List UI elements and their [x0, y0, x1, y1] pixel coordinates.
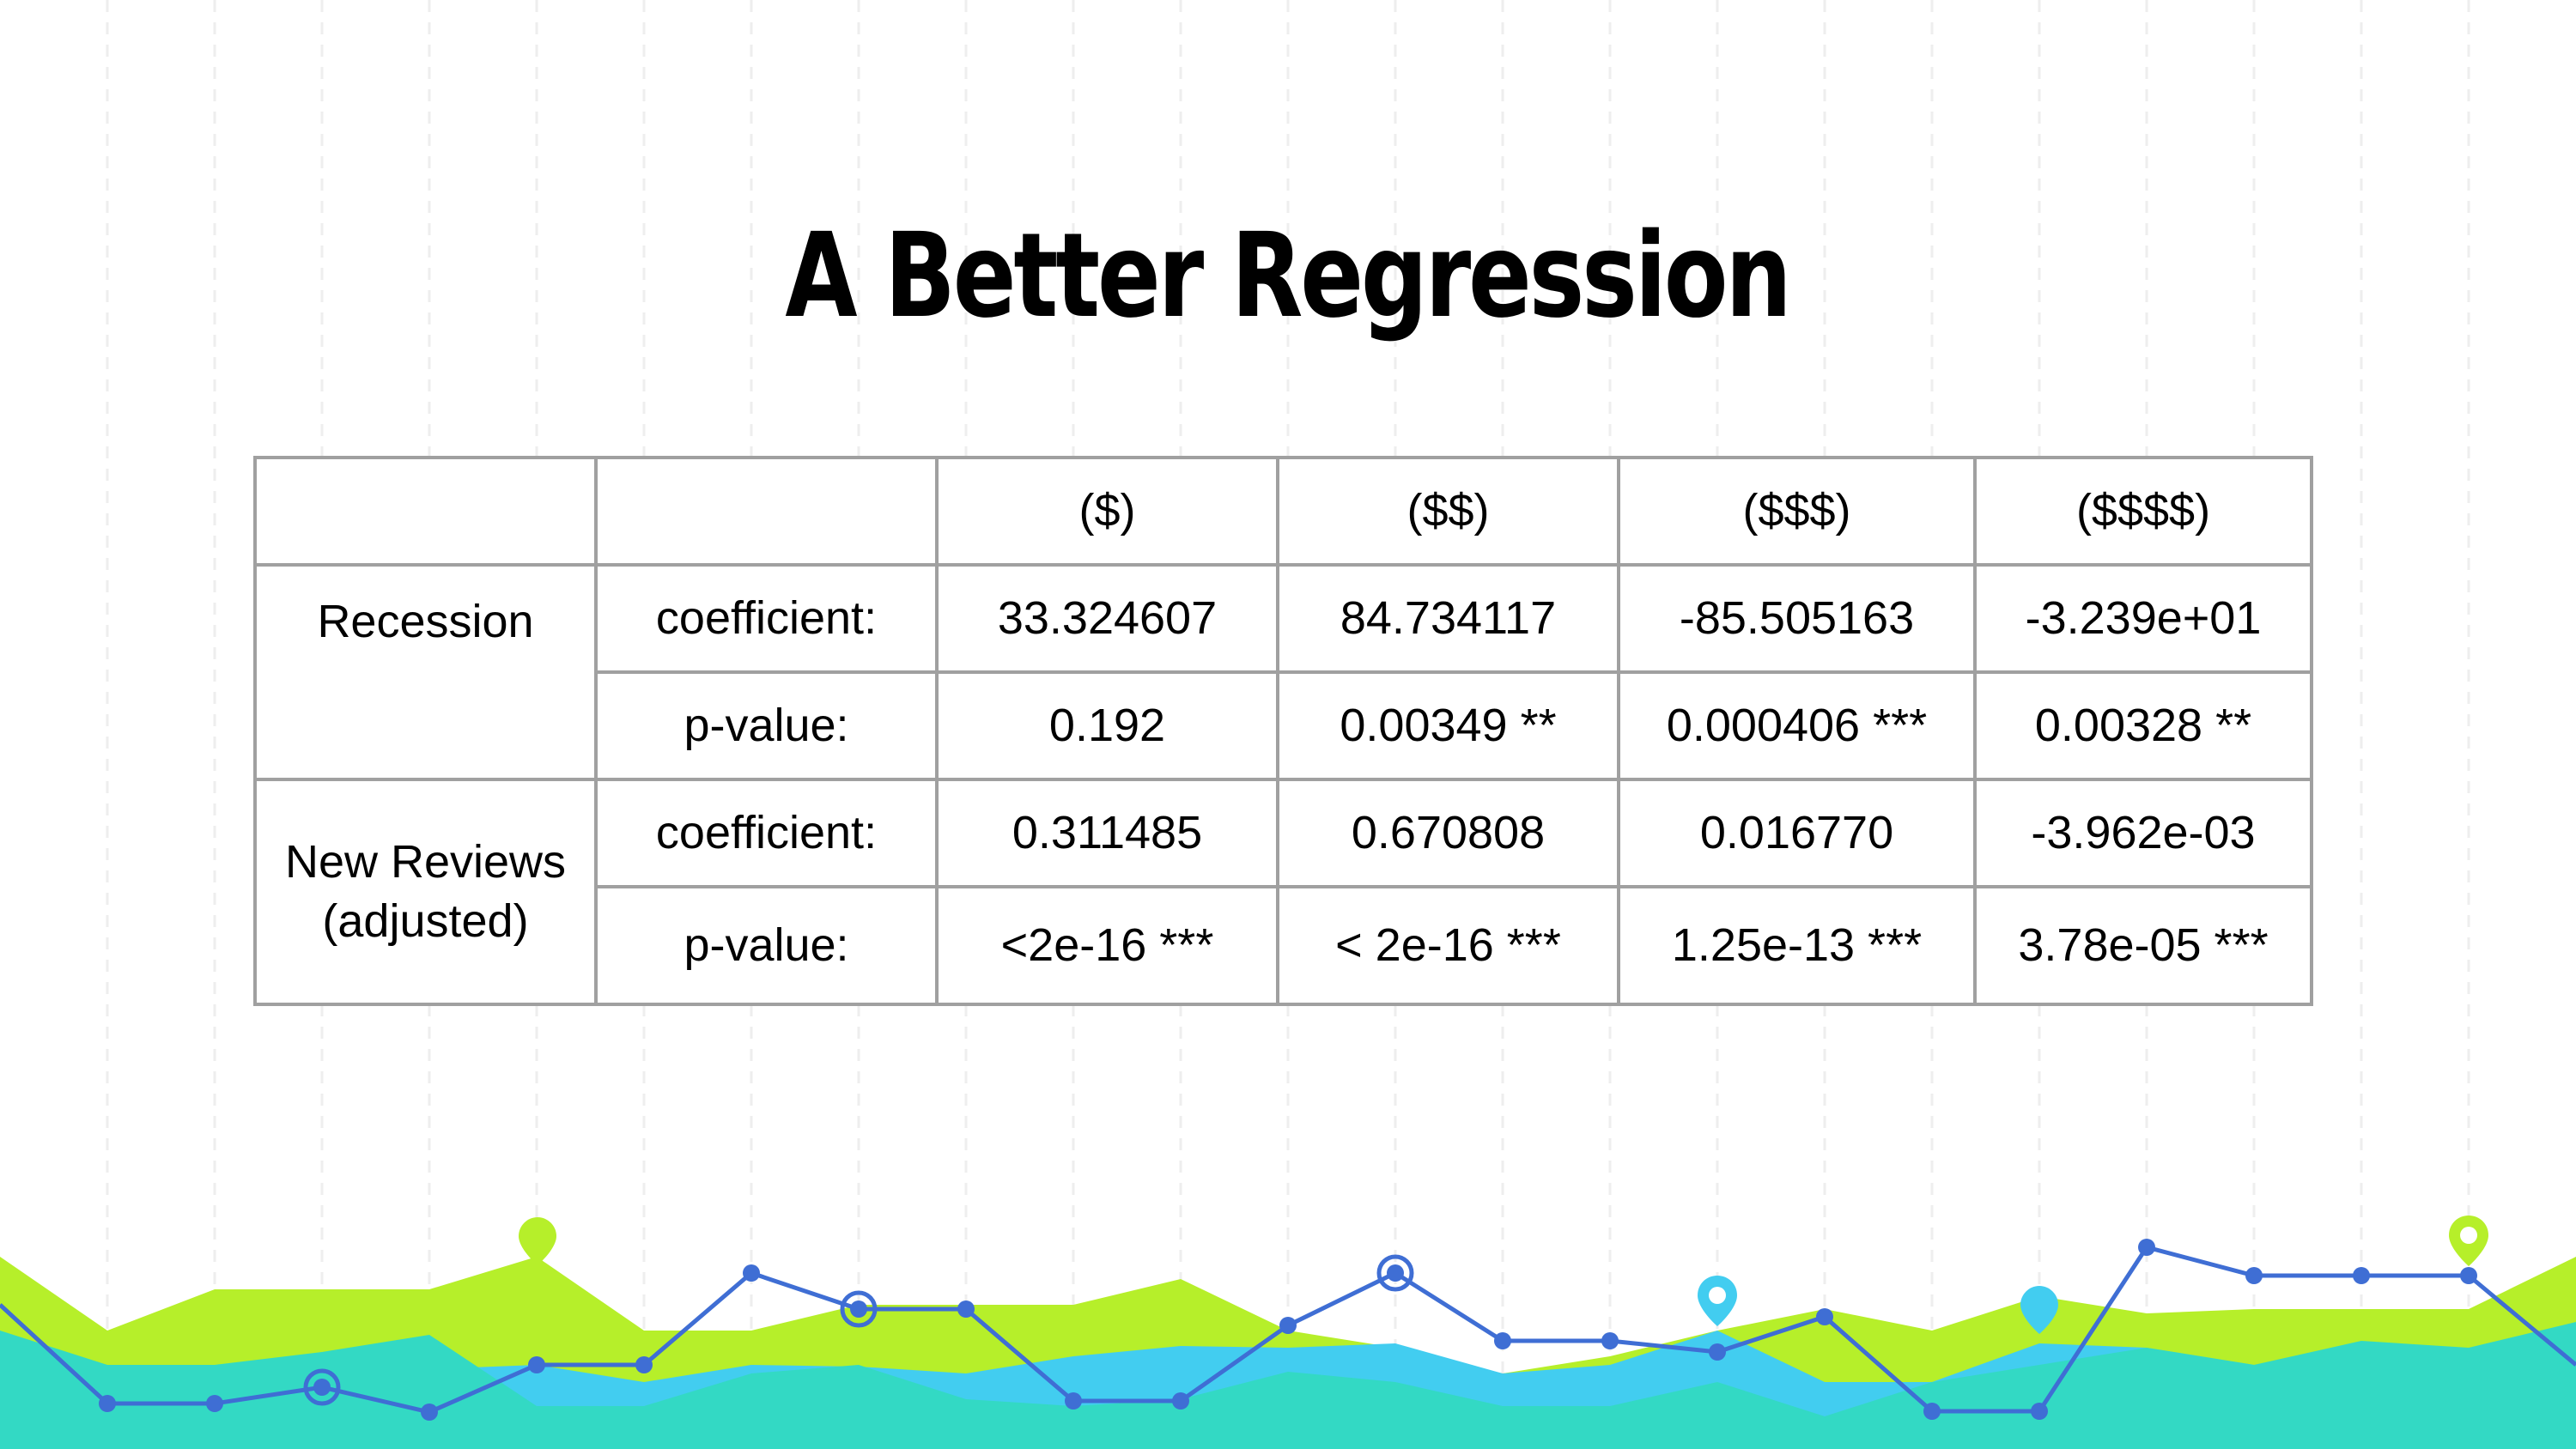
slide-title: A Better Regression — [785, 209, 1791, 344]
value-cell: -3.962e-03 — [1973, 778, 2313, 888]
value-cell: < 2e-16 *** — [1276, 885, 1620, 1006]
table-row: Recession coefficient: 33.324607 84.7341… — [253, 563, 2313, 781]
value-cell: 3.78e-05 *** — [1973, 885, 2313, 1006]
value-cell: <2e-16 *** — [935, 885, 1279, 1006]
value-cell: -85.505163 — [1617, 563, 1977, 674]
value-cell: 0.016770 — [1617, 778, 1977, 888]
regression-table: ($) ($$) ($$$) ($$$$) Recession coeffici… — [253, 456, 2313, 1006]
header-row: ($) ($$) ($$$) ($$$$) — [253, 456, 2313, 567]
value-cell: 33.324607 — [935, 563, 1279, 674]
table-row: p-value: 0.192 0.00349 ** 0.000406 *** 0… — [255, 670, 2313, 781]
header-cell: ($$$) — [1617, 456, 1977, 567]
stat-label: p-value: — [594, 670, 939, 781]
value-cell: 0.192 — [935, 670, 1279, 781]
stat-label: coefficient: — [594, 563, 939, 674]
value-cell: 0.670808 — [1276, 778, 1620, 888]
table-row: p-value: <2e-16 *** < 2e-16 *** 1.25e-13… — [255, 885, 2313, 1006]
map-pin-icon — [2020, 1286, 2058, 1334]
value-cell: -3.239e+01 — [1973, 563, 2313, 674]
value-cell: 0.311485 — [935, 778, 1279, 888]
header-cell — [253, 456, 598, 567]
value-cell: 0.000406 *** — [1617, 670, 1977, 781]
value-cell: 1.25e-13 *** — [1617, 885, 1977, 1006]
map-pin-icon — [1698, 1276, 1737, 1326]
decorative-footer-graphic — [0, 1216, 2576, 1449]
header-cell: ($$$$) — [1973, 456, 2313, 567]
row-group-label: New Reviews (adjusted) — [253, 778, 598, 1006]
highlight-rings — [303, 1254, 1414, 1406]
stat-label: coefficient: — [594, 778, 939, 888]
map-pin-icon — [519, 1217, 556, 1265]
row-group-label: Recession — [253, 563, 598, 781]
value-cell: 0.00328 ** — [1973, 670, 2313, 781]
header-cell: ($$) — [1276, 456, 1620, 567]
header-cell — [594, 456, 939, 567]
header-cell: ($) — [935, 456, 1279, 567]
value-cell: 0.00349 ** — [1276, 670, 1620, 781]
map-pin-icon — [2449, 1216, 2488, 1266]
table-row: New Reviews (adjusted) coefficient: 0.31… — [253, 778, 2313, 1006]
trend-line-points — [99, 1239, 2477, 1421]
value-cell: 84.734117 — [1276, 563, 1620, 674]
stat-label: p-value: — [594, 885, 939, 1006]
